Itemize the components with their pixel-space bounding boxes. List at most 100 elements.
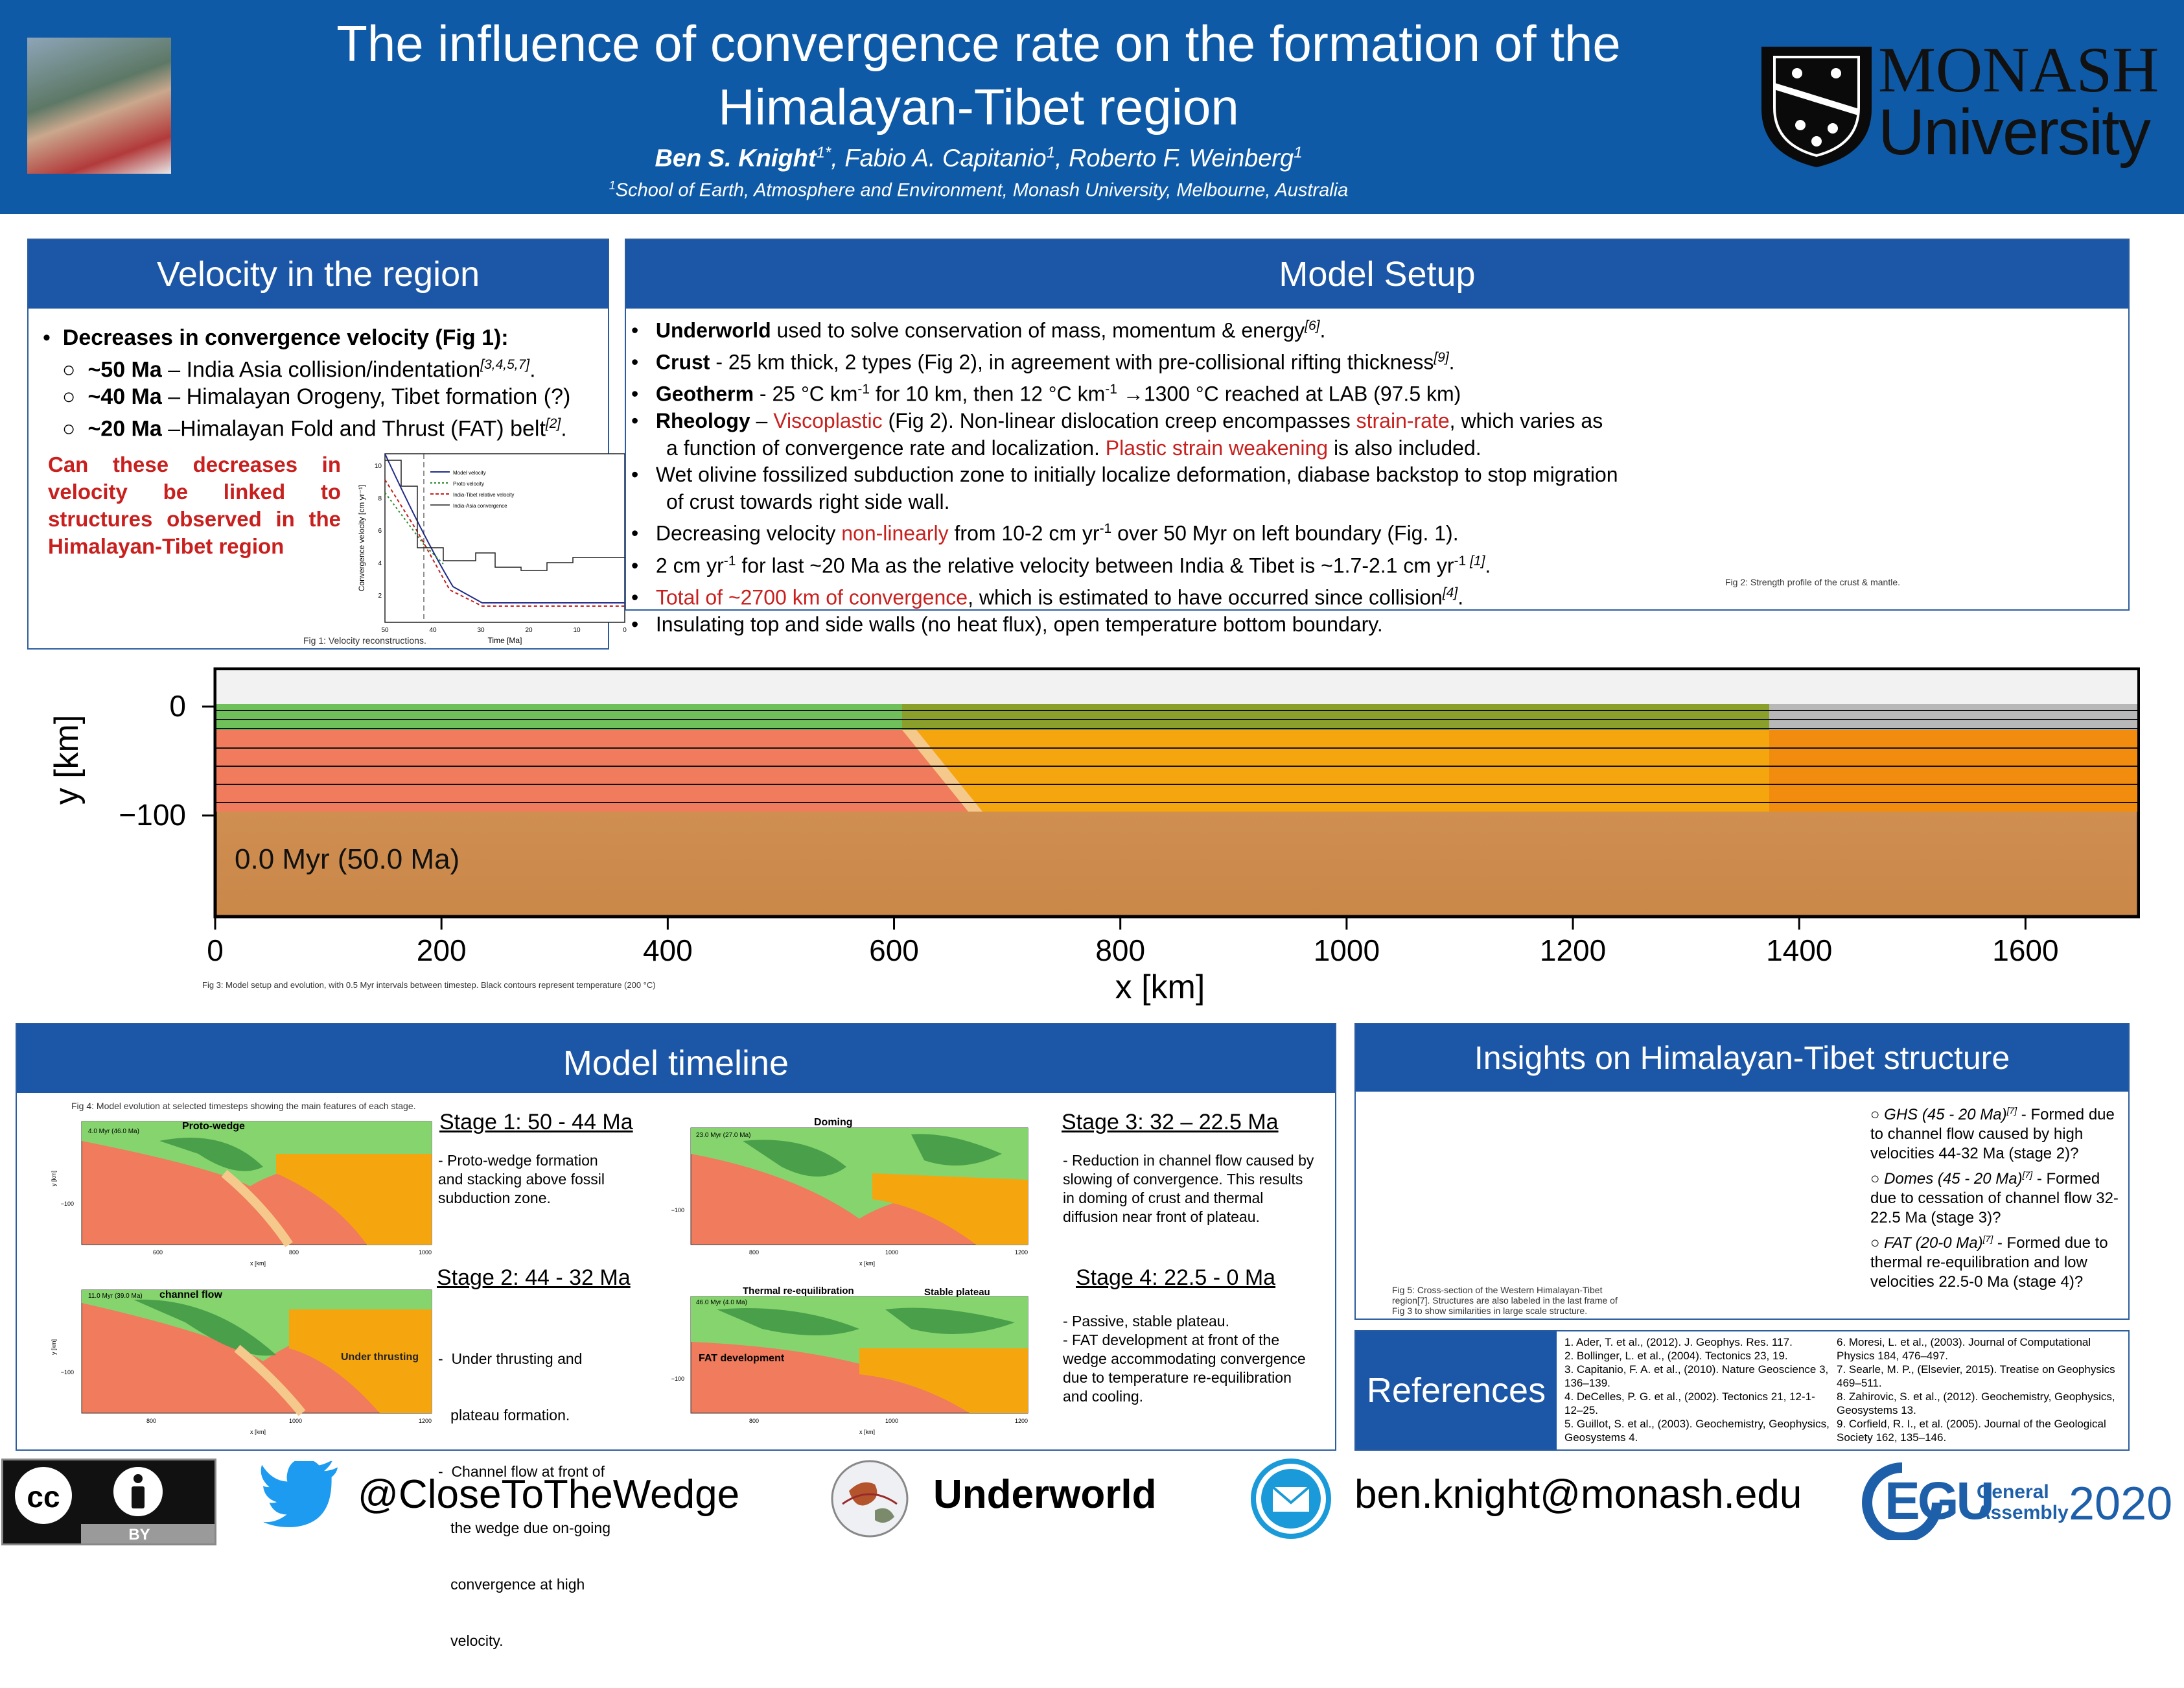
fig3-xtick: 1600: [1992, 933, 2058, 967]
reference-item: 7. Searle, M. P., (Elsevier, 2015). Trea…: [1837, 1363, 2115, 1389]
stage4-xtick: 800: [749, 1418, 759, 1424]
stage4-time: 46.0 Myr (4.0 Ma): [696, 1299, 747, 1306]
stage3-xtick: 800: [749, 1249, 759, 1256]
stage3-title: Stage 3: 32 – 22.5 Ma: [1062, 1110, 1279, 1134]
stage1-model-image: 4.0 Myr (46.0 Ma) Proto-wedge −100 y [km…: [51, 1121, 432, 1267]
stage3-ytick: −100: [671, 1207, 684, 1213]
setup-bullet: • Insulating top and side walls (no heat…: [631, 612, 1383, 636]
stage1-time: 4.0 Myr (46.0 Ma): [88, 1128, 139, 1135]
insights-panel: Insights on Himalayan-Tibet structure ○ …: [1354, 1023, 2130, 1320]
stage4-label: Thermal re-equilibration: [743, 1285, 854, 1296]
model-setup-heading: Model Setup: [626, 240, 2128, 309]
egu-logo: EGU General Assembly 2020: [1860, 1462, 2178, 1543]
fig1-ytick: 4: [378, 560, 382, 567]
fig5-caption: Fig 5: Cross-section of the Western Hima…: [1392, 1285, 1618, 1316]
cc-by-label: BY: [128, 1526, 150, 1543]
velocity-bullets: • Decreases in convergence velocity (Fig…: [43, 324, 600, 443]
fig3-xticks: 0 200 400 600 800 1000 1200 1400 1600: [207, 917, 2059, 967]
fig1-proto-line: [384, 492, 444, 565]
setup-bullet: • Wet olivine fossilized subduction zone…: [631, 463, 1618, 487]
author-2: Fabio A. Capitanio: [844, 145, 1047, 172]
setup-bullet: • Decreasing velocity non-linearly from …: [631, 521, 1459, 546]
fig1-xtick: 30: [477, 627, 485, 634]
velocity-item: ○ ~50 Ma – India Asia collision/indentat…: [62, 357, 536, 382]
fig3-ytick: −100: [119, 798, 186, 832]
fig1-xtick: 20: [525, 627, 533, 634]
reference-item: 8. Zahirovic, S. et al., (2012). Geochem…: [1837, 1390, 2115, 1416]
stage2-label: channel flow: [159, 1289, 222, 1300]
stage1-text: - Proto-wedge formation and stacking abo…: [438, 1152, 605, 1206]
stage1-ylabel: y [km]: [51, 1171, 57, 1186]
stage3-xtick: 1000: [885, 1249, 898, 1256]
fig1-caption: Fig 1: Velocity reconstructions.: [303, 635, 426, 646]
insights-heading: Insights on Himalayan-Tibet structure: [1356, 1024, 2128, 1092]
stage4-xtick: 1200: [1015, 1418, 1028, 1424]
email-address[interactable]: ben.knight@monash.edu: [1354, 1472, 1802, 1517]
fig3-xtick: 1400: [1766, 933, 1832, 967]
stage1-label: Proto-wedge: [182, 1121, 245, 1132]
stage2-xtick: 1000: [289, 1418, 302, 1424]
reference-item: 5. Guillot, S. et al., (2003). Geochemis…: [1564, 1418, 1830, 1444]
fig1-xtick: 0: [623, 627, 627, 634]
monash-shield-icon: [1761, 47, 1872, 167]
fig3-lithosphere-asia: [902, 730, 1769, 812]
stage2-label-2: Under thrusting: [341, 1352, 419, 1363]
fig1-ytick: 2: [378, 592, 382, 600]
stage4-xlabel: x [km]: [859, 1429, 875, 1435]
stage4-label-3: FAT development: [699, 1353, 785, 1364]
stage1-xlabel: x [km]: [250, 1260, 266, 1267]
fig3-xtick: 800: [1095, 933, 1145, 967]
setup-bullet: • Rheology – Viscoplastic (Fig 2). Non-l…: [631, 409, 1603, 433]
velocity-item: ○ ~20 Ma –Himalayan Fold and Thrust (FAT…: [62, 416, 567, 441]
stage2-title: Stage 2: 44 - 32 Ma: [437, 1265, 631, 1290]
stage1-xtick: 600: [153, 1249, 163, 1256]
fig1-model-velocity-line: [384, 453, 625, 604]
insight-item: ○ GHS (45 - 20 Ma)[7] - Formed due to ch…: [1870, 1105, 2115, 1162]
references-col1: 1. Ader, T. et al., (2012). J. Geophys. …: [1564, 1335, 1830, 1444]
fig1-legend-entry: India-Asia convergence: [453, 503, 507, 509]
stage2-ytick: −100: [61, 1369, 74, 1376]
author-list: Ben S. Knight1*, Fabio A. Capitanio1, Ro…: [655, 144, 1303, 172]
velocity-panel: Velocity in the region • Decreases in co…: [27, 239, 627, 650]
reference-item: 6. Moresi, L. et al., (2003). Journal of…: [1837, 1336, 2091, 1362]
fig3-xtick: 200: [417, 933, 467, 967]
stage1-ytick: −100: [61, 1201, 74, 1207]
stage1-title: Stage 1: 50 - 44 Ma: [439, 1110, 633, 1134]
reference-item: 1. Ader, T. et al., (2012). J. Geophys. …: [1564, 1336, 1793, 1348]
fig1-xtick: 10: [573, 627, 581, 634]
fig1-frame: [384, 453, 625, 623]
stage1-xtick: 1000: [419, 1249, 432, 1256]
fig3-xtick: 0: [207, 933, 224, 967]
stage3-model-image: 23.0 Myr (27.0 Ma) Doming −100 800 1000 …: [671, 1117, 1028, 1267]
fig1-velocity-chart: Convergence velocity [cm yr⁻¹] Time [Ma]…: [357, 453, 627, 645]
fig1-legend-entry: India-Tibet relative velocity: [453, 492, 514, 498]
references-heading: References: [1356, 1331, 1557, 1449]
stage1-xtick: 800: [289, 1249, 299, 1256]
fig3-crust-asia: [902, 704, 1769, 730]
timeline-heading: Model timeline: [17, 1024, 1335, 1093]
affiliation: 1School of Earth, Atmosphere and Environ…: [609, 179, 1349, 201]
model-setup-bullets: • Underworld used to solve conservation …: [631, 312, 1901, 638]
fig1-ytick: 6: [378, 528, 382, 535]
reference-item: 2. Bollinger, L. et al., (2004). Tectoni…: [1564, 1350, 1788, 1362]
stage4-model-image: 46.0 Myr (4.0 Ma) Thermal re-equilibrati…: [671, 1285, 1028, 1435]
setup-bullet: • Underworld used to solve conservation …: [631, 318, 1326, 342]
stage2-xlabel: x [km]: [250, 1429, 266, 1435]
svg-text:cc: cc: [27, 1480, 60, 1514]
reference-item: 4. DeCelles, P. G. et al., (2002). Tecto…: [1564, 1390, 1815, 1416]
author-photo: [27, 38, 171, 174]
email-icon: [1251, 1459, 1331, 1539]
velocity-item: ○ ~40 Ma – Himalayan Orogeny, Tibet form…: [62, 384, 571, 410]
setup-bullet: • Total of ~2700 km of convergence, whic…: [631, 585, 1464, 609]
insight-item: ○ FAT (20-0 Ma)[7] - Formed due to therm…: [1870, 1234, 2108, 1291]
stage3-label: Doming: [814, 1117, 853, 1128]
cc-by-icon: cc BY: [12, 1464, 215, 1543]
velocity-question: Can these decreases in velocity be linke…: [48, 452, 341, 558]
twitter-handle[interactable]: @CloseToTheWedge: [358, 1472, 740, 1517]
stage3-time: 23.0 Myr (27.0 Ma): [696, 1132, 750, 1139]
fig3-ylabel: y [km]: [48, 715, 86, 805]
fig1-ytick: 10: [375, 463, 382, 470]
stage4-label-2: Stable plateau: [924, 1287, 990, 1298]
setup-bullet: • Geotherm - 25 °C km-1 for 10 km, then …: [631, 382, 1461, 406]
stage3-xtick: 1200: [1015, 1249, 1028, 1256]
